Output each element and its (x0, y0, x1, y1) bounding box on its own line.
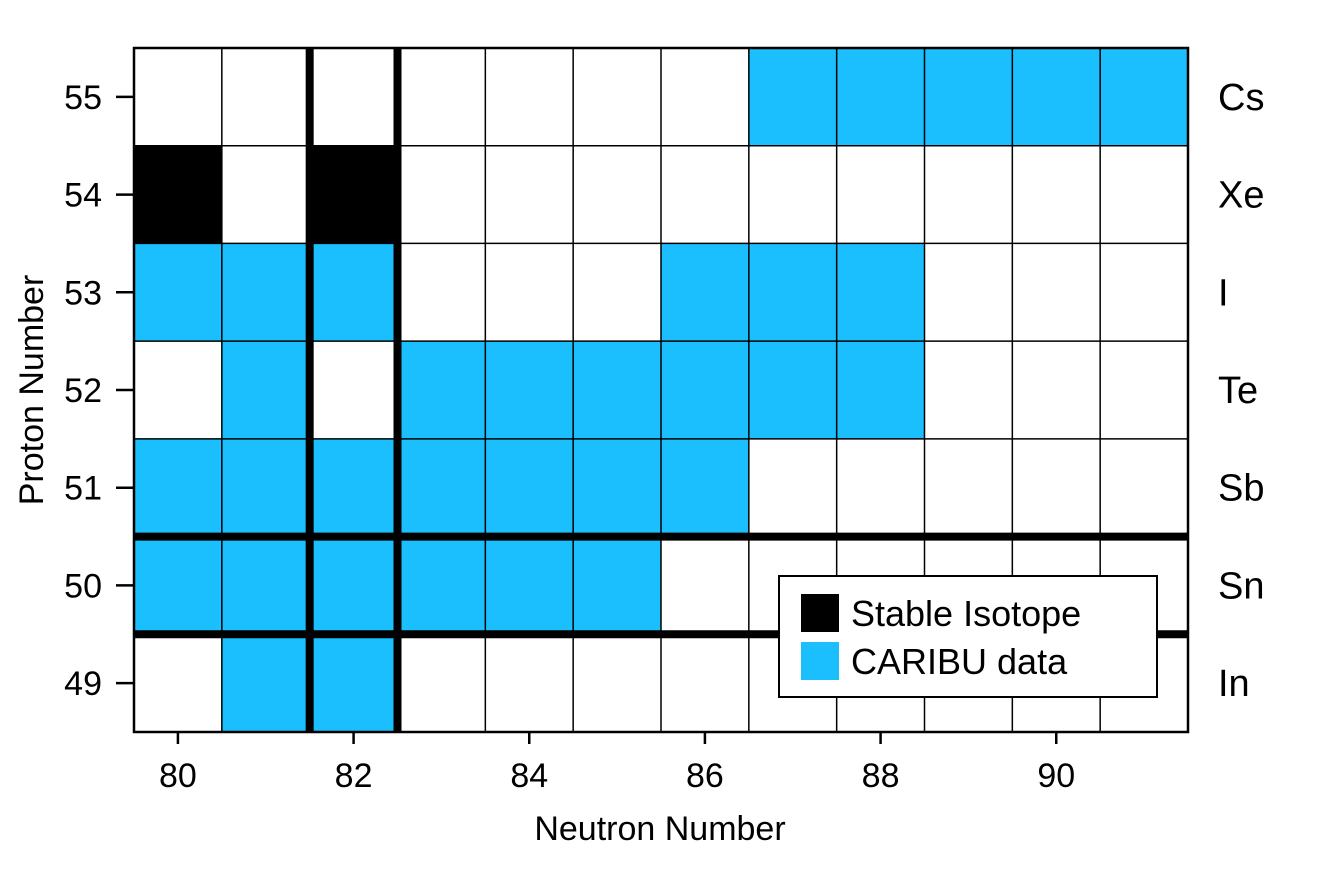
legend: Stable Isotope CARIBU data (778, 575, 1158, 698)
caribu-cell-n87-z55 (748, 48, 837, 146)
caribu-cell-n81-z49 (221, 634, 310, 732)
caribu-cell-n85-z51 (573, 438, 661, 537)
labels-layer: 80 82 84 86 88 90 49 50 51 52 53 54 55 Cs Xe I Te Sb Sn In (64, 77, 1264, 795)
y-tick-label: 54 (64, 177, 102, 215)
caribu-cell-n82-z50 (309, 536, 398, 635)
x-tick-label: 90 (1037, 757, 1075, 795)
caribu-cell-n81-z50 (221, 536, 310, 635)
stable-cell-n82-z54 (309, 145, 398, 244)
y-tick-label: 50 (64, 567, 102, 605)
caribu-cell-n82-z53 (309, 243, 398, 342)
element-label-sn: Sn (1218, 565, 1264, 607)
x-tick-label: 84 (510, 757, 548, 795)
axes-layer (116, 46, 1190, 744)
stable-legend-swatch (801, 594, 839, 632)
caribu-cell-n80-z50 (134, 536, 222, 635)
caribu-cell-n81-z51 (221, 438, 310, 537)
caribu-cell-n83-z50 (397, 536, 486, 635)
stable-legend-label: Stable Isotope (851, 593, 1081, 634)
stable-cell-n80-z54 (134, 145, 222, 244)
caribu-cell-n86-z51 (661, 438, 749, 537)
element-label-sb: Sb (1218, 468, 1264, 510)
element-label-cs: Cs (1218, 77, 1264, 119)
x-tick-label: 88 (862, 757, 900, 795)
caribu-cell-n88-z55 (836, 48, 925, 146)
element-label-xe: Xe (1218, 175, 1264, 217)
caribu-cell-n85-z50 (573, 536, 661, 635)
caribu-cell-n89-z55 (924, 48, 1013, 146)
caribu-cell-n81-z53 (221, 243, 310, 342)
caribu-legend-label: CARIBU data (851, 641, 1068, 682)
caribu-cell-n90-z55 (1012, 48, 1101, 146)
caribu-cell-n88-z52 (836, 341, 925, 439)
caribu-cell-n83-z52 (397, 341, 486, 439)
y-axis-label: Proton Number (13, 275, 51, 506)
caribu-cell-n84-z52 (485, 341, 574, 439)
caribu-cell-n85-z52 (573, 341, 661, 439)
caribu-cell-n81-z52 (221, 341, 310, 439)
y-tick-label: 51 (64, 470, 102, 508)
y-tick-label: 49 (64, 665, 102, 703)
caribu-cell-n80-z51 (134, 438, 222, 537)
legend-box (778, 575, 1158, 698)
caribu-cell-n82-z51 (309, 438, 398, 537)
y-tick-label: 53 (64, 274, 102, 312)
y-tick-label: 55 (64, 79, 102, 117)
caribu-cell-n83-z51 (397, 438, 486, 537)
caribu-cell-n84-z50 (485, 536, 574, 635)
caribu-cell-n87-z53 (748, 243, 837, 342)
cells-layer (134, 48, 1188, 732)
caribu-cell-n82-z49 (309, 634, 398, 732)
caribu-cell-n88-z53 (836, 243, 925, 342)
x-tick-label: 82 (335, 757, 373, 795)
element-label-in: In (1218, 663, 1250, 705)
caribu-legend-swatch (801, 642, 839, 680)
caribu-cell-n84-z51 (485, 438, 574, 537)
caribu-cell-n86-z53 (661, 243, 749, 342)
caribu-cell-n87-z52 (748, 341, 837, 439)
element-label-te: Te (1218, 370, 1258, 412)
x-tick-label: 80 (159, 757, 197, 795)
x-tick-label: 86 (686, 757, 724, 795)
caribu-cell-n86-z52 (661, 341, 749, 439)
element-label-i: I (1218, 272, 1229, 314)
y-tick-label: 52 (64, 372, 102, 410)
caribu-cell-n91-z55 (1100, 48, 1188, 146)
caribu-cell-n80-z53 (134, 243, 222, 342)
x-axis-label: Neutron Number (534, 810, 785, 848)
